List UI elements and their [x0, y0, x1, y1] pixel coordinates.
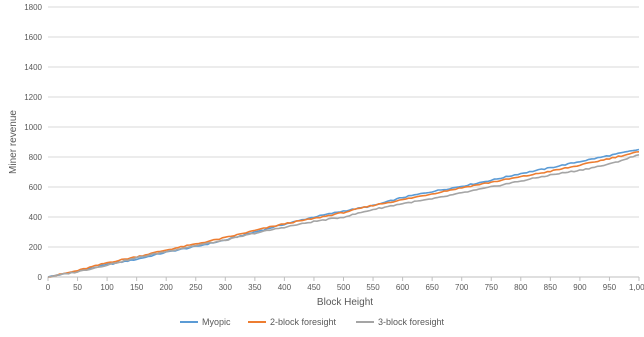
y-tick-label: 1200 [24, 93, 42, 102]
x-tick-label: 50 [73, 283, 82, 292]
legend-item: 2-block foresight [248, 317, 337, 327]
series-line-3-block-foresight [47, 154, 640, 278]
x-axis-title: Block Height [317, 297, 373, 308]
x-tick-label: 100 [100, 283, 114, 292]
axes [47, 276, 640, 281]
legend-item: 3-block foresight [356, 317, 445, 327]
x-tick-label: 0 [46, 283, 51, 292]
series-line-myopic [47, 148, 640, 278]
legend: Myopic 2-block foresight 3-block foresight [180, 317, 445, 327]
x-tick-label: 900 [573, 283, 587, 292]
x-tick-label: 1,000 [629, 283, 644, 292]
legend-label: Myopic [202, 317, 231, 327]
legend-label: 3-block foresight [378, 317, 445, 327]
y-tick-label: 1400 [24, 63, 42, 72]
y-tick-label: 0 [38, 273, 43, 282]
y-tick-label: 800 [29, 153, 43, 162]
y-tick-label: 600 [29, 183, 43, 192]
y-tick-label: 400 [29, 213, 43, 222]
x-tick-label: 550 [366, 283, 380, 292]
series-line-2-block-foresight [47, 151, 640, 278]
gridlines [48, 6, 639, 248]
x-tick-label: 350 [248, 283, 262, 292]
legend-label: 2-block foresight [270, 317, 337, 327]
x-tick-label: 750 [485, 283, 499, 292]
y-axis-title: Miner revenue [8, 110, 19, 174]
series-lines [47, 148, 640, 278]
x-tick-label: 200 [160, 283, 174, 292]
tick-labels: 0 200 400 600 800 1000 1200 1400 1600 1800 0 50 100 1… [24, 3, 644, 292]
y-tick-label: 1000 [24, 123, 42, 132]
y-tick-label: 1600 [24, 33, 42, 42]
x-tick-label: 600 [396, 283, 410, 292]
x-tick-label: 700 [455, 283, 469, 292]
x-tick-label: 850 [544, 283, 558, 292]
y-tick-label: 200 [29, 243, 43, 252]
x-tick-label: 150 [130, 283, 144, 292]
x-tick-label: 400 [278, 283, 292, 292]
x-tick-label: 450 [307, 283, 321, 292]
x-tick-label: 950 [603, 283, 617, 292]
x-tick-label: 300 [219, 283, 233, 292]
x-tick-label: 650 [425, 283, 439, 292]
x-tick-label: 500 [337, 283, 351, 292]
x-tick-label: 800 [514, 283, 528, 292]
legend-item: Myopic [180, 317, 231, 327]
y-tick-label: 1800 [24, 3, 42, 12]
x-tick-label: 250 [189, 283, 203, 292]
